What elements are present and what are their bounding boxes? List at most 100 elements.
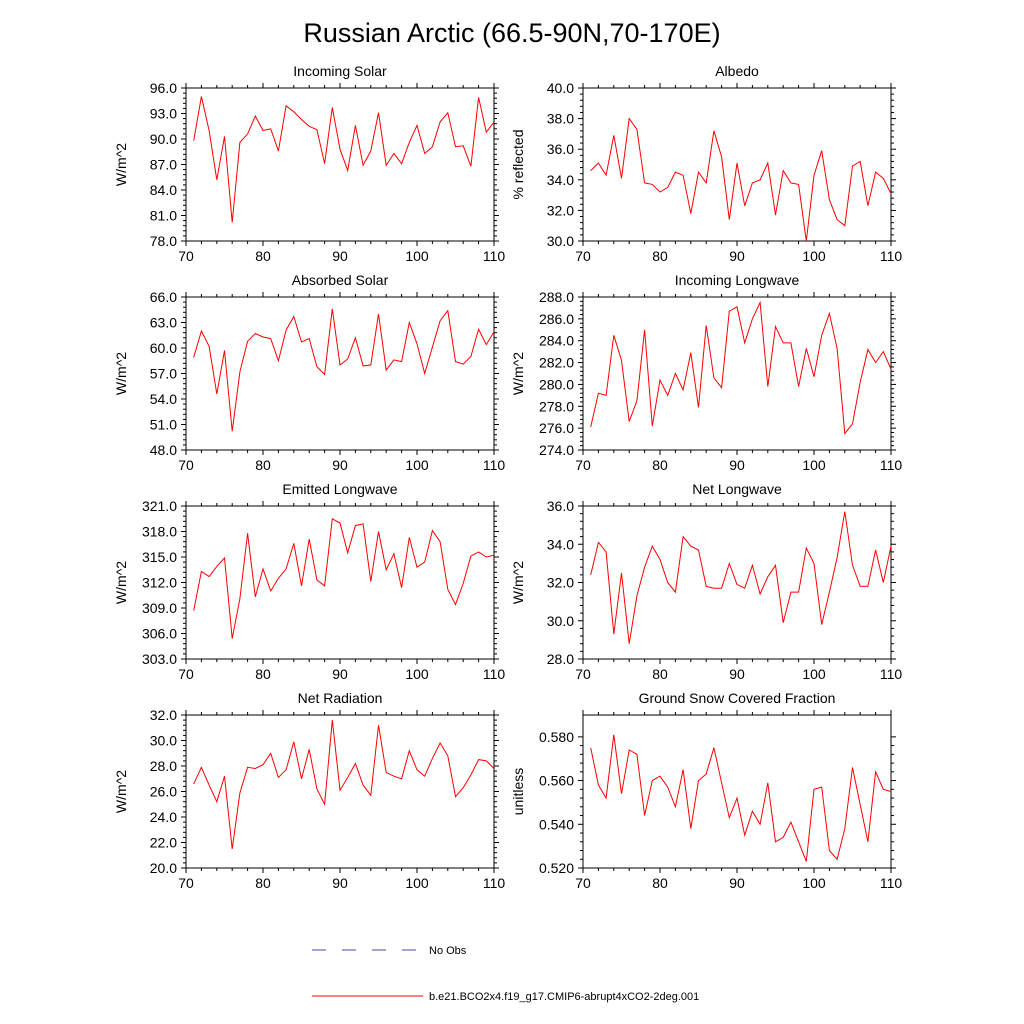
absorbed-solar-ytick-label: 66.0 [150, 289, 177, 305]
absorbed-solar-xtick-label: 80 [255, 457, 271, 473]
net-longwave-xtick-label: 80 [652, 666, 668, 682]
albedo-ytick-label: 34.0 [547, 172, 574, 188]
absorbed-solar-ytick-label: 60.0 [150, 340, 177, 356]
incoming-longwave-xtick-label: 110 [880, 457, 903, 473]
ground-snow-covered-fraction-xtick-label: 80 [652, 875, 668, 891]
incoming-longwave-ylabel: W/m^2 [510, 352, 526, 395]
net-radiation-xtick-label: 90 [332, 875, 348, 891]
net-longwave-title: Net Longwave [692, 481, 782, 497]
panel-absorbed-solar: Absorbed Solar W/m^2 48.0 51.0 54.0 57.0 60.0 6… [113, 272, 505, 473]
albedo-ytick-label: 30.0 [547, 233, 574, 249]
absorbed-solar-ylabel: W/m^2 [113, 352, 129, 395]
net-radiation-ytick-label: 24.0 [150, 809, 177, 825]
ground-snow-covered-fraction-xtick-label: 110 [880, 875, 903, 891]
emitted-longwave-ytick-label: 312.0 [142, 575, 177, 591]
emitted-longwave-xtick-label: 80 [255, 666, 271, 682]
incoming-solar-ytick-label: 78.0 [150, 233, 177, 249]
net-longwave-ytick-label: 36.0 [547, 498, 574, 514]
net-radiation-ylabel: W/m^2 [113, 770, 129, 813]
incoming-longwave-ytick-label: 282.0 [539, 355, 574, 371]
albedo-ytick-label: 38.0 [547, 111, 574, 127]
incoming-longwave-ytick-label: 288.0 [539, 289, 574, 305]
albedo-ylabel: % reflected [510, 129, 526, 199]
ground-snow-covered-fraction-xtick-label: 100 [802, 875, 826, 891]
incoming-solar-xtick-label: 70 [178, 248, 194, 264]
emitted-longwave-series-line [193, 518, 495, 639]
ground-snow-covered-fraction-ytick-label: 0.580 [539, 729, 574, 745]
emitted-longwave-ytick-label: 306.0 [142, 626, 177, 642]
figure-title: Russian Arctic (66.5-90N,70-170E) [303, 18, 720, 48]
ground-snow-covered-fraction-xtick-label: 70 [575, 875, 591, 891]
emitted-longwave-xtick-label: 110 [483, 666, 506, 682]
net-radiation-xtick-label: 70 [178, 875, 194, 891]
albedo-title: Albedo [715, 63, 759, 79]
net-longwave-xtick-label: 110 [880, 666, 903, 682]
emitted-longwave-ylabel: W/m^2 [113, 561, 129, 604]
ground-snow-covered-fraction-frame [582, 714, 892, 869]
net-longwave-ytick-label: 30.0 [547, 613, 574, 629]
net-radiation-ytick-label: 20.0 [150, 860, 177, 876]
net-radiation-xtick-label: 100 [405, 875, 429, 891]
net-radiation-ytick-label: 32.0 [150, 707, 177, 723]
ground-snow-covered-fraction-ylabel: unitless [510, 768, 526, 815]
net-longwave-xtick-label: 100 [802, 666, 826, 682]
emitted-longwave-xtick-label: 70 [178, 666, 194, 682]
absorbed-solar-series-line [193, 308, 495, 432]
panel-net-radiation: Net Radiation W/m^2 20.0 22.0 24.0 26.0 28.0 30… [113, 690, 505, 891]
incoming-longwave-xtick-label: 90 [729, 457, 745, 473]
ground-snow-covered-fraction-title: Ground Snow Covered Fraction [639, 690, 836, 706]
absorbed-solar-ytick-label: 51.0 [150, 417, 177, 433]
net-longwave-ylabel: W/m^2 [510, 561, 526, 604]
incoming-longwave-xtick-label: 80 [652, 457, 668, 473]
net-longwave-xtick-label: 70 [575, 666, 591, 682]
emitted-longwave-ytick-label: 321.0 [142, 498, 177, 514]
albedo-ytick-label: 36.0 [547, 141, 574, 157]
albedo-xtick-label: 90 [729, 248, 745, 264]
net-longwave-ytick-label: 32.0 [547, 575, 574, 591]
net-longwave-ytick-label: 34.0 [547, 536, 574, 552]
net-radiation-title: Net Radiation [298, 690, 383, 706]
net-radiation-series-line [193, 720, 495, 849]
incoming-solar-ytick-label: 81.0 [150, 208, 177, 224]
emitted-longwave-title: Emitted Longwave [282, 481, 397, 497]
net-longwave-frame [582, 505, 892, 660]
absorbed-solar-ytick-label: 54.0 [150, 391, 177, 407]
legend-obs-label: No Obs [429, 945, 467, 957]
incoming-longwave-ytick-label: 278.0 [539, 398, 574, 414]
ground-snow-covered-fraction-ytick-label: 0.540 [539, 816, 574, 832]
incoming-longwave-ytick-label: 286.0 [539, 311, 574, 327]
incoming-solar-ylabel: W/m^2 [113, 143, 129, 186]
incoming-solar-xtick-label: 80 [255, 248, 271, 264]
panel-incoming-solar: Incoming Solar W/m^2 78.0 81.0 84.0 87.0 90.0 9… [113, 63, 505, 264]
incoming-longwave-title: Incoming Longwave [675, 272, 800, 288]
panel-emitted-longwave: Emitted Longwave W/m^2 303.0 306.0 309.0 312.… [113, 481, 505, 682]
absorbed-solar-ytick-label: 63.0 [150, 315, 177, 331]
absorbed-solar-xtick-label: 90 [332, 457, 348, 473]
ground-snow-covered-fraction-ytick-label: 0.520 [539, 860, 574, 876]
emitted-longwave-ytick-label: 315.0 [142, 549, 177, 565]
emitted-longwave-ytick-label: 309.0 [142, 600, 177, 616]
emitted-longwave-xtick-label: 100 [405, 666, 429, 682]
incoming-solar-ytick-label: 84.0 [150, 182, 177, 198]
panel-net-longwave: Net Longwave W/m^2 28.0 30.0 32.0 34.0 36.0 70 8… [510, 481, 902, 682]
emitted-longwave-xtick-label: 90 [332, 666, 348, 682]
incoming-solar-title: Incoming Solar [293, 63, 387, 79]
incoming-solar-ytick-label: 93.0 [150, 106, 177, 122]
incoming-longwave-ytick-label: 276.0 [539, 420, 574, 436]
net-radiation-ytick-label: 28.0 [150, 758, 177, 774]
incoming-longwave-xtick-label: 70 [575, 457, 591, 473]
incoming-solar-ytick-label: 87.0 [150, 157, 177, 173]
albedo-ytick-label: 40.0 [547, 80, 574, 96]
net-longwave-ytick-label: 28.0 [547, 651, 574, 667]
albedo-ytick-label: 32.0 [547, 202, 574, 218]
ground-snow-covered-fraction-ytick-label: 0.560 [539, 773, 574, 789]
albedo-series-line [590, 117, 892, 242]
net-radiation-xtick-label: 110 [483, 875, 506, 891]
net-radiation-ytick-label: 26.0 [150, 784, 177, 800]
incoming-longwave-series-line [590, 300, 892, 435]
albedo-xtick-label: 110 [880, 248, 903, 264]
incoming-solar-ytick-label: 96.0 [150, 80, 177, 96]
panel-incoming-longwave: Incoming Longwave W/m^2 274.0 276.0 278.0 280… [510, 272, 902, 473]
ground-snow-covered-fraction-xtick-label: 90 [729, 875, 745, 891]
net-longwave-series-line [590, 511, 892, 644]
